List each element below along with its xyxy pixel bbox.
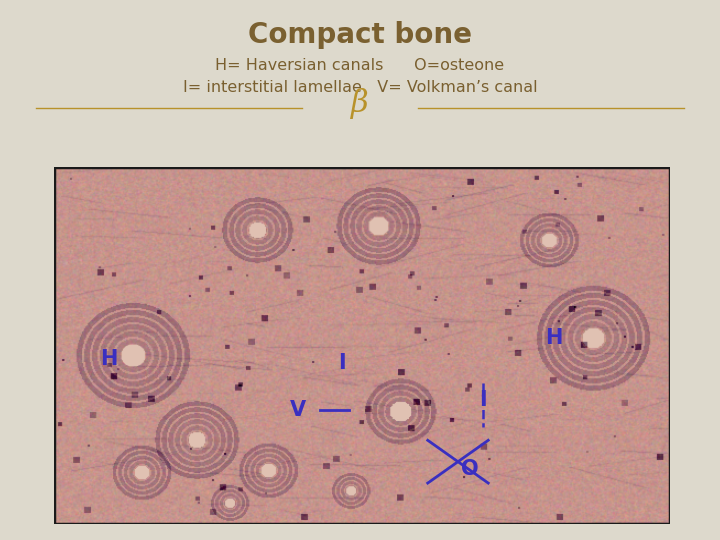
Text: H: H — [546, 328, 563, 348]
Text: O: O — [461, 459, 478, 479]
Text: β: β — [351, 88, 369, 119]
Text: I= interstitial lamellae   V= Volkman’s canal: I= interstitial lamellae V= Volkman’s ca… — [183, 80, 537, 95]
Text: H: H — [100, 349, 117, 369]
Text: I: I — [479, 389, 487, 409]
Text: V: V — [290, 400, 306, 420]
Text: I: I — [338, 353, 346, 373]
Text: Compact bone: Compact bone — [248, 21, 472, 49]
Text: H= Haversian canals      O=osteone: H= Haversian canals O=osteone — [215, 58, 505, 73]
